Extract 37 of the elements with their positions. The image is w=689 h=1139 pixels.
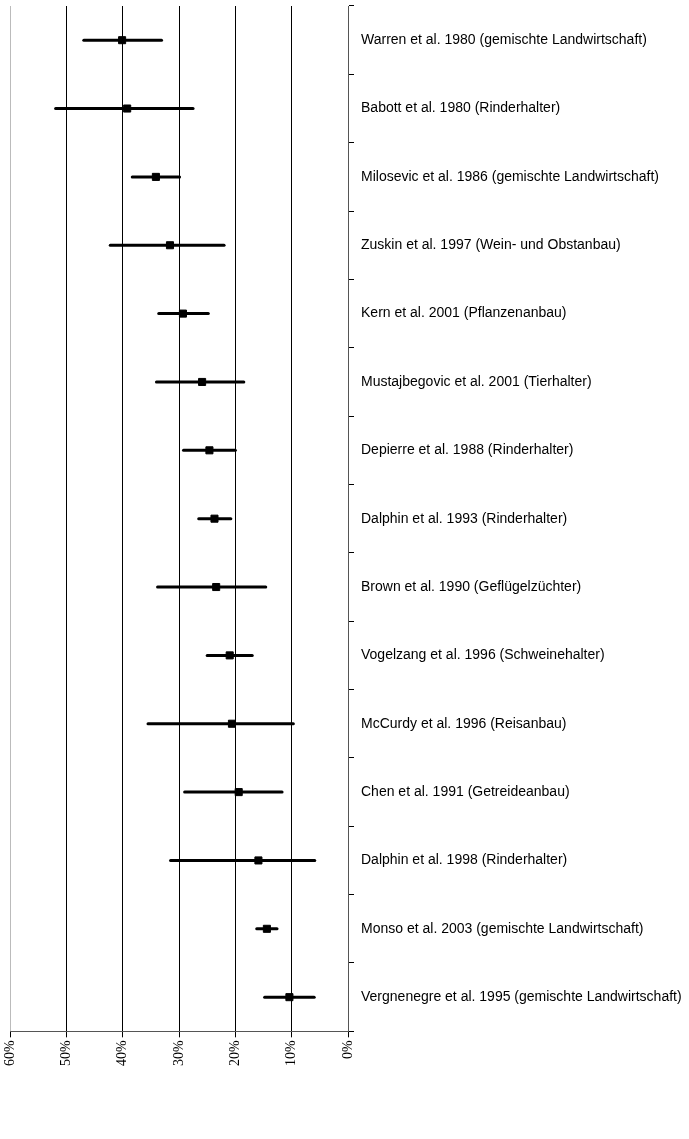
- point: [210, 514, 219, 523]
- y-tick-label: Dalphin et al. 1998 (Rinderhalter): [361, 851, 568, 868]
- y-tick-label: Babott et al. 1980 (Rinderhalter): [361, 99, 561, 116]
- y-tick-label: Vogelzang et al. 1996 (Schweinehalter): [361, 646, 605, 663]
- point: [234, 788, 243, 797]
- x-tick-label: 50%: [58, 1040, 74, 1067]
- y-tick-label: Kern et al. 2001 (Pflanzenanbau): [361, 304, 567, 321]
- point: [118, 36, 127, 45]
- y-tick-label: Depierre et al. 1988 (Rinderhalter): [360, 441, 574, 458]
- point: [227, 719, 236, 728]
- point: [285, 993, 294, 1002]
- x-tick-label: 10%: [283, 1040, 299, 1067]
- y-tick-label: McCurdy et al. 1996 (Reisanbau): [361, 714, 567, 731]
- y-tick-label: Mustajbegovic et al. 2001 (Tierhalter): [361, 372, 592, 389]
- point: [198, 377, 207, 386]
- point: [165, 241, 175, 250]
- point: [205, 446, 214, 455]
- y-tick-label: Warren et al. 1980 (gemischte Landwirtschaft): [360, 31, 647, 48]
- point: [262, 924, 271, 933]
- x-tick-label: 20%: [227, 1040, 243, 1067]
- point: [151, 172, 160, 181]
- x-tick-label: 60%: [1, 1040, 17, 1067]
- y-tick-label: Brown et al. 1990 (Geflügelzüchter): [361, 577, 582, 594]
- y-tick-label: Monso et al. 2003 (gemischte Landwirtschaft): [361, 919, 644, 936]
- x-tick-label: 0%: [339, 1040, 355, 1060]
- point: [123, 104, 132, 113]
- point: [178, 309, 187, 318]
- y-tick-label: Dalphin et al. 1993 (Rinderhalter): [361, 509, 568, 526]
- y-tick-label: Milosevic et al. 1986 (gemischte Landwirtschaft): [360, 167, 660, 184]
- x-tick-label: 30%: [170, 1040, 186, 1067]
- y-tick-label: Vergnenegre et al. 1995 (gemischte Landwirtschaft): [361, 988, 682, 1005]
- y-tick-label: Zuskin et al. 1997 (Wein- und Obstanbau): [361, 236, 621, 253]
- point: [212, 582, 221, 592]
- y-tick-label: Chen et al. 1991 (Getreideanbau): [361, 782, 570, 799]
- point: [225, 651, 234, 660]
- point: [254, 856, 263, 865]
- x-tick-label: 40%: [114, 1040, 130, 1067]
